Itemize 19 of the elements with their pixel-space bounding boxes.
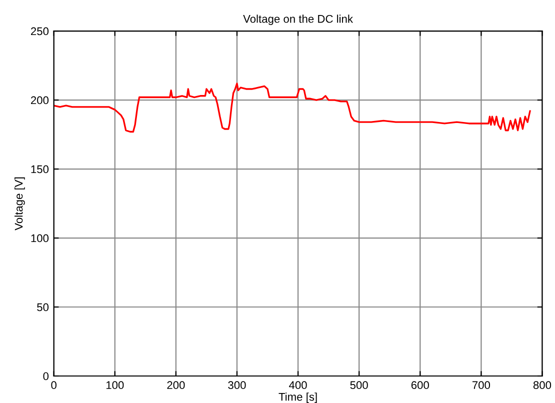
- y-tick-label: 200: [30, 96, 49, 104]
- line-series: [54, 82, 531, 133]
- chart-title: Voltage on the DC link: [243, 14, 354, 26]
- x-tick-label: 0: [51, 381, 56, 390]
- x-tick-label: 100: [106, 381, 124, 390]
- x-tick-label: 700: [472, 381, 490, 390]
- x-tick-label: 200: [167, 381, 185, 390]
- y-tick-label: 150: [31, 165, 49, 174]
- x-tick-label: 300: [228, 381, 246, 390]
- x-tick-label: 500: [350, 381, 368, 390]
- y-tick-label: 100: [31, 234, 49, 242]
- x-tick-label: 800: [533, 381, 552, 390]
- y-tick-label: 50: [37, 303, 49, 312]
- x-tick-label: 400: [289, 381, 307, 390]
- x-tick-label: 600: [411, 381, 429, 390]
- x-axis-title: Time [s]: [278, 392, 317, 403]
- y-axis-title: Voltage [V]: [14, 177, 25, 230]
- y-tick-label: 0: [43, 372, 49, 380]
- y-tick-label: 250: [30, 27, 49, 36]
